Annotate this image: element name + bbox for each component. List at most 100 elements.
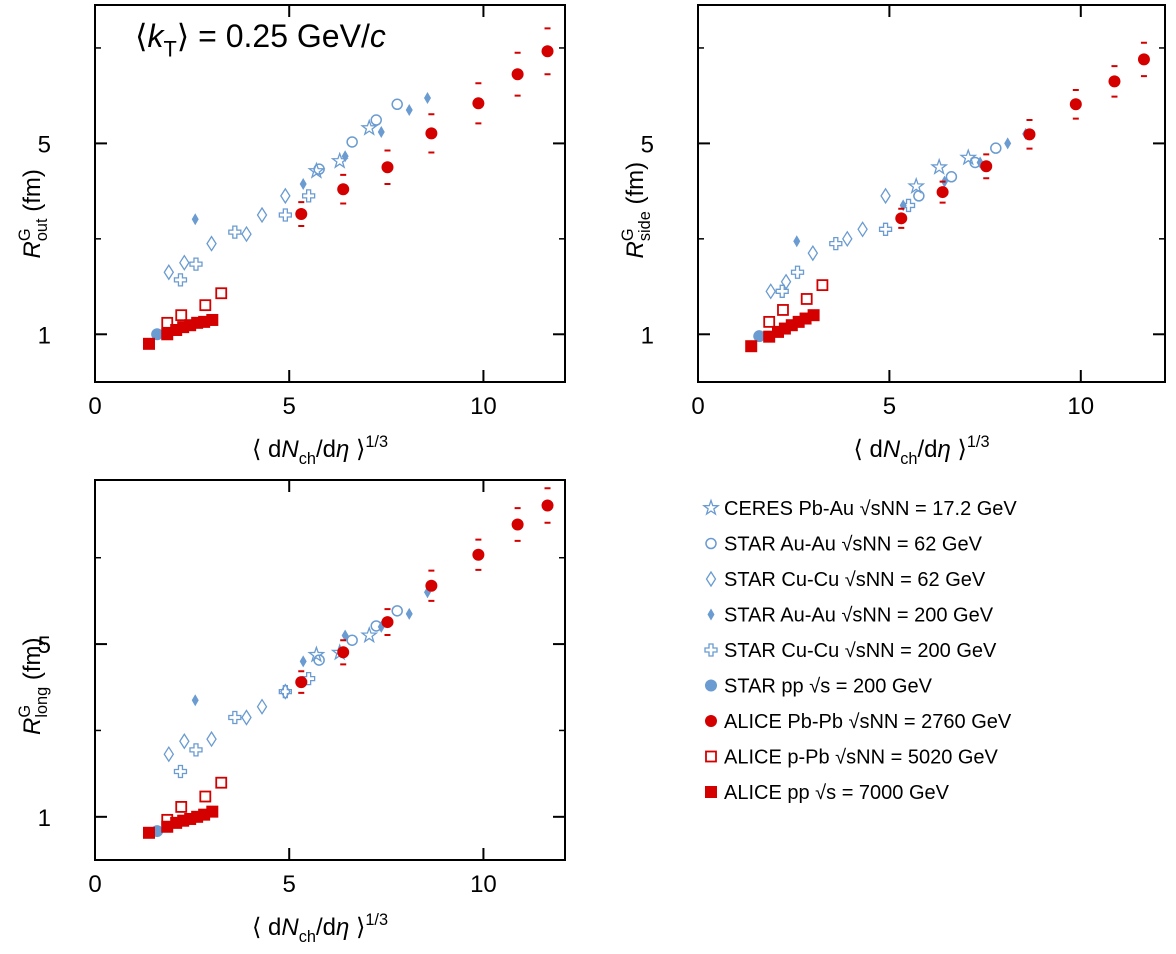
marker [878,222,893,236]
marker [206,313,219,326]
legend-label: STAR Au-Au √sNN = 200 GeV [724,605,994,627]
marker [930,157,949,175]
error-bar [298,670,305,694]
marker [313,654,325,666]
marker [381,616,394,629]
plot-frame [697,4,1166,383]
legend-marker [704,643,718,657]
marker [280,187,291,205]
error-bar [340,639,347,666]
marker [299,655,307,668]
marker [256,698,268,715]
marker [901,198,916,213]
label-part: N [883,436,901,463]
marker [1137,53,1150,66]
marker [959,148,978,166]
legend-marker [705,715,717,727]
error-bar [1140,41,1147,78]
legend-label: ALICE pp √s = 7000 GeV [724,782,950,804]
marker [179,733,190,750]
marker [980,160,993,173]
x-tick-label: 0 [88,393,101,420]
plot-frame [94,4,566,383]
label-part: G [619,228,637,241]
marker [295,208,308,221]
legend-label: STAR Cu-Cu √sNN = 62 GeV [724,569,986,591]
marker [425,127,438,140]
marker [753,330,766,343]
error-bar [514,51,521,97]
label-part: η [336,436,349,463]
marker [241,225,252,243]
marker [763,315,776,328]
marker [179,254,190,271]
marker [807,244,819,262]
marker [191,213,199,226]
label-part: ⟩ = 0.25 GeV/ [177,18,370,54]
error-bar [544,27,551,76]
marker [377,125,385,138]
error-bar [514,507,521,542]
legend-marker [705,750,717,763]
marker [163,746,175,763]
marker [313,163,325,175]
marker [278,208,292,222]
marker [301,189,316,203]
marker [907,176,926,195]
marker [775,284,789,298]
y-tick-label: 1 [38,322,51,349]
error-bar [1026,119,1033,150]
marker [945,171,958,183]
y-tick-label: 5 [38,131,51,158]
marker [295,676,308,689]
marker [405,103,413,116]
marker [215,287,228,300]
y-tick-label: 1 [641,322,654,349]
legend-label: ALICE p-Pb √sNN = 5020 GeV [724,747,999,769]
marker [206,805,219,818]
label-part: G [16,228,34,241]
marker [163,264,175,281]
y-tick-label: 1 [38,805,51,832]
label-part: R [19,718,46,735]
x-axis-label: ⟨ dNch/dη ⟩1/3 [252,911,388,946]
marker [793,235,801,248]
x-tick-label: 0 [691,393,704,420]
marker [857,221,868,238]
label-part: ⟨ [135,18,147,54]
label-part: ch [299,928,316,946]
y-tick-label: 5 [641,131,654,158]
label-part: η [336,914,349,941]
label-part: R [622,241,649,258]
label-part: G [16,705,34,718]
marker [391,98,403,111]
marker [511,68,524,81]
marker [346,136,358,148]
marker [423,92,431,105]
marker [800,293,813,305]
marker [790,265,805,279]
marker [299,177,307,190]
label-part: R [19,241,46,258]
marker [1108,75,1121,88]
marker [256,206,268,224]
marker [280,683,291,700]
marker [189,743,203,757]
label-part: c [370,18,386,54]
error-bar [428,569,435,602]
marker [360,118,379,136]
label-part: ⟨ d [252,914,281,941]
error-bar [898,207,905,229]
x-axis-label: ⟨ dNch/dη ⟩1/3 [854,433,990,468]
legend-label: CERES Pb-Au √sNN = 17.2 GeV [724,498,1017,520]
plot-frame [94,479,566,861]
marker [337,183,350,196]
marker [990,142,1002,154]
marker [337,646,350,659]
x-tick-label: 5 [283,393,296,420]
marker [151,328,164,341]
label-part: 1/3 [967,433,990,451]
label-part: k [147,18,165,54]
error-bar [384,608,391,637]
